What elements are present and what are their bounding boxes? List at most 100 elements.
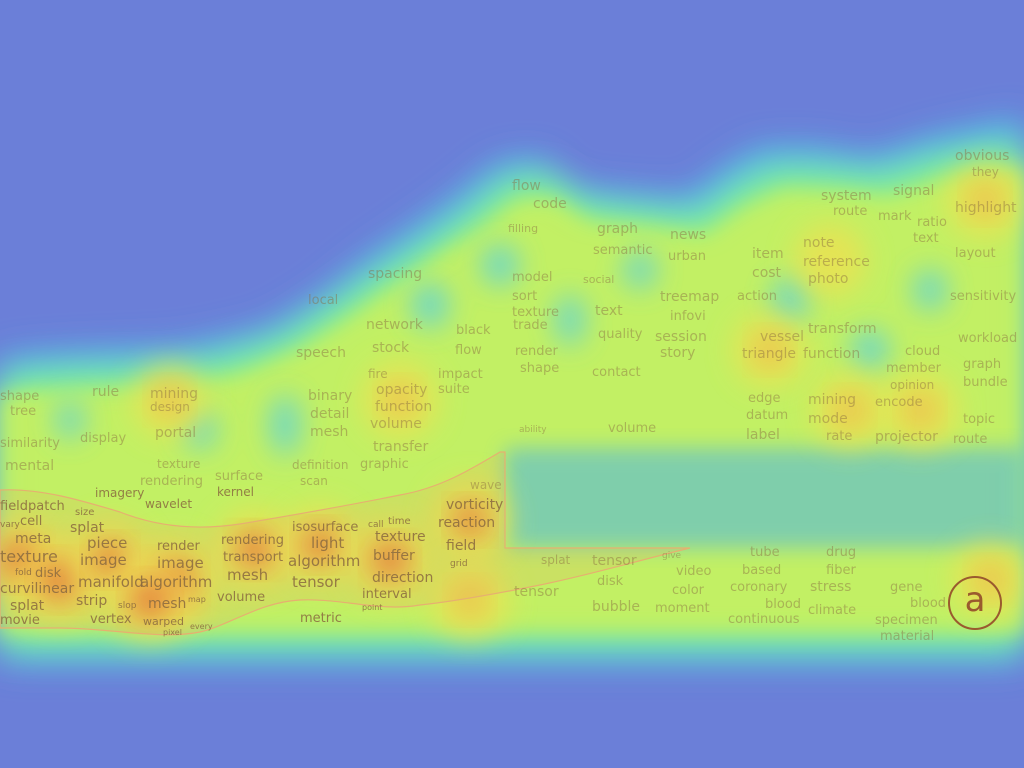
word-label: sensitivity <box>950 289 1017 304</box>
word-label: filling <box>508 222 538 235</box>
word-label: pixel <box>163 628 182 637</box>
word-label: graphic <box>360 457 409 472</box>
word-label: kernel <box>217 485 254 499</box>
word-label: bubble <box>592 599 640 615</box>
word-label: buffer <box>373 548 415 564</box>
word-label: semantic <box>593 243 653 258</box>
word-label: moment <box>655 601 710 616</box>
word-label: rate <box>826 429 852 444</box>
word-label: splat <box>541 553 571 567</box>
word-label: graph <box>963 357 1001 372</box>
word-label: rendering <box>221 533 284 548</box>
word-label: transfer <box>373 439 429 455</box>
word-label: route <box>833 204 867 219</box>
word-label: vessel <box>760 329 804 345</box>
word-label: system <box>821 188 872 204</box>
word-label: algorithm <box>140 573 212 591</box>
word-label: story <box>660 345 695 361</box>
word-label: infovi <box>670 309 706 324</box>
word-label: obvious <box>955 148 1009 164</box>
word-label: color <box>672 583 705 598</box>
word-label: movie <box>0 613 40 628</box>
word-label: cell <box>20 514 42 529</box>
word-label: scan <box>300 474 328 488</box>
word-label: vary <box>0 520 21 530</box>
word-label: tensor <box>292 573 341 591</box>
word-label: opinion <box>890 378 934 392</box>
word-label: flow <box>512 178 541 194</box>
word-label: edge <box>748 391 781 406</box>
word-label: vertex <box>90 612 132 627</box>
heat-hotspot-core <box>906 396 934 424</box>
word-label: isosurface <box>292 520 358 535</box>
word-label: definition <box>292 458 348 472</box>
word-label: code <box>533 196 567 212</box>
word-label: cost <box>752 265 782 281</box>
word-label: volume <box>370 416 422 432</box>
word-label: interval <box>362 587 412 602</box>
word-label: fieldpatch <box>0 499 65 514</box>
word-label: grid <box>450 559 468 569</box>
word-label: workload <box>958 331 1017 346</box>
heat-hotspot-core <box>156 386 184 414</box>
word-label: slop <box>118 601 137 611</box>
heat-hotspot-core <box>132 582 168 618</box>
word-label: quality <box>598 327 643 342</box>
heat-hotspot-core <box>386 386 414 414</box>
word-label: similarity <box>0 436 60 451</box>
heat-hotspot-core <box>836 396 864 424</box>
word-label: urban <box>668 249 706 264</box>
word-label: session <box>655 329 707 345</box>
word-label: blood <box>910 596 946 611</box>
word-label: model <box>512 270 552 285</box>
word-label: curvilinear <box>0 581 74 597</box>
word-label: disk <box>597 574 624 589</box>
heat-hotspot-core <box>42 562 78 598</box>
word-label: map <box>188 595 206 604</box>
word-label: texture <box>157 457 200 471</box>
word-label: cloud <box>905 344 940 359</box>
word-label: splat <box>70 520 105 536</box>
word-label: image <box>80 551 127 569</box>
word-label: triangle <box>742 346 796 362</box>
word-label: action <box>737 289 777 304</box>
word-label: highlight <box>955 200 1017 216</box>
word-label: render <box>515 344 559 359</box>
heat-hotspot-halo <box>793 223 867 297</box>
word-label: projector <box>875 429 938 445</box>
word-label: imagery <box>95 486 144 500</box>
highlight-stripe <box>505 448 1024 548</box>
word-label: black <box>456 323 491 338</box>
word-label: local <box>308 293 338 308</box>
word-label: warped <box>143 615 184 628</box>
word-label: speech <box>296 345 346 361</box>
word-label: suite <box>438 382 470 397</box>
word-label: contact <box>592 365 641 380</box>
word-label: call <box>368 520 383 530</box>
word-label: display <box>80 431 126 446</box>
word-label: mark <box>878 209 912 224</box>
word-label: stock <box>372 340 410 356</box>
word-label: binary <box>308 388 352 404</box>
word-label: news <box>670 227 706 243</box>
word-label: material <box>880 629 934 644</box>
word-label: sort <box>512 289 537 304</box>
word-label: detail <box>310 406 349 422</box>
word-label: opacity <box>376 382 427 398</box>
word-label: design <box>150 400 190 414</box>
word-label: tree <box>10 404 36 419</box>
word-label: network <box>366 317 424 333</box>
word-label: photo <box>808 271 848 287</box>
word-label: specimen <box>875 613 938 628</box>
word-label: mental <box>5 458 54 474</box>
word-label: texture <box>512 305 559 320</box>
word-label: manifold <box>78 573 144 591</box>
word-label: texture <box>0 547 58 566</box>
word-label: treemap <box>660 289 719 305</box>
word-label: function <box>803 346 860 362</box>
word-label: topic <box>963 412 995 427</box>
word-label: reaction <box>438 515 495 531</box>
